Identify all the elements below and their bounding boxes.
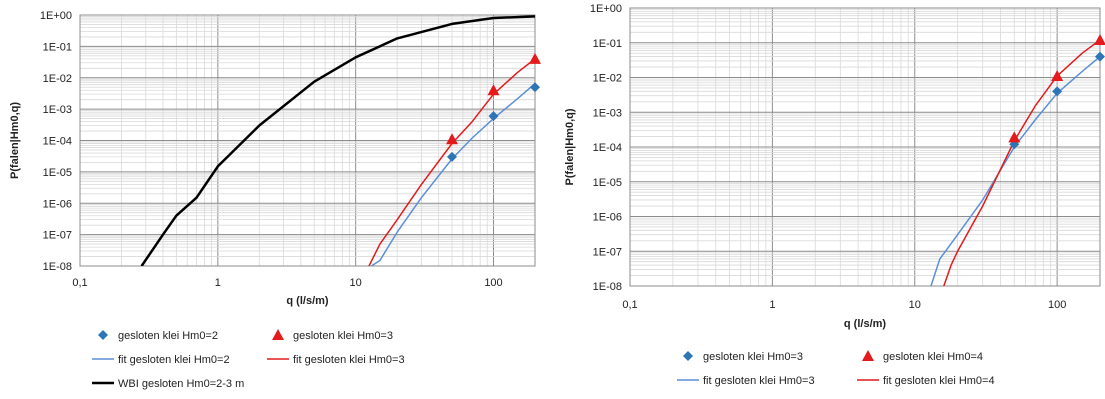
x-tick-label: 0,1 <box>622 299 637 311</box>
legend: gesloten klei Hm0=2 gesloten klei Hm0=3 fi… <box>92 329 405 390</box>
x-tick-label: 1 <box>769 299 775 311</box>
legend-label: gesloten klei Hm0=3 <box>703 351 803 363</box>
x-tick-label: 100 <box>484 277 502 289</box>
legend-marker-swatch <box>272 329 284 340</box>
series-line <box>140 15 535 266</box>
legend-label: fit gesloten klei Hm0=3 <box>293 354 405 366</box>
legend-label: gesloten klei Hm0=3 <box>293 330 393 342</box>
y-tick-label: 1E-08 <box>43 261 72 273</box>
y-tick-label: 1E-02 <box>593 73 622 85</box>
legend-item: fit gesloten klei Hm0=4 <box>857 375 995 387</box>
chart-right-svg: 1E-08 1E-07 1E-06 1E-05 1E-04 1E-03 1E-02 1E-01… <box>564 3 1105 387</box>
legend-item: gesloten klei Hm0=3 <box>272 329 393 342</box>
y-tick-label: 1E-07 <box>593 246 622 258</box>
legend-label: gesloten klei Hm0=2 <box>118 330 218 342</box>
diamond-marker <box>530 82 540 93</box>
diamond-marker <box>488 111 499 122</box>
chart-left-svg: 1E-08 1E-07 1E-06 1E-05 1E-04 1E-03 1E-02 1E-01… <box>9 10 541 390</box>
gridlines <box>79 14 536 267</box>
y-tick-label: 1E-07 <box>43 230 72 242</box>
chart-right: 1E-08 1E-07 1E-06 1E-05 1E-04 1E-03 1E-02 1E-01… <box>545 0 1105 399</box>
triangle-marker <box>1094 33 1105 45</box>
diamond-marker <box>447 151 458 162</box>
triangle-marker <box>1051 70 1064 82</box>
legend-label: fit gesloten klei Hm0=3 <box>703 375 815 387</box>
gridlines <box>629 7 1101 287</box>
legend-label: fit gesloten klei Hm0=4 <box>883 375 995 387</box>
marker-group <box>446 52 541 162</box>
triangle-marker <box>529 52 541 64</box>
y-tick-label: 1E+00 <box>40 10 72 22</box>
plot-area-border <box>79 14 536 267</box>
y-tick-label: 1E-06 <box>593 212 622 224</box>
x-tick-label: 0,1 <box>72 277 87 289</box>
series-group <box>930 39 1100 286</box>
y-tick-label: 1E-04 <box>593 142 622 154</box>
y-axis-title: P(falen|Hm0,q) <box>9 102 21 179</box>
legend-item: WBI gesloten Hm0=2-3 m <box>92 378 244 390</box>
x-tick-label: 1 <box>215 277 221 289</box>
y-tick-label: 1E-08 <box>593 281 622 293</box>
y-tick-label: 1E-02 <box>43 73 72 85</box>
legend-item: gesloten klei Hm0=3 <box>683 351 803 363</box>
series-group <box>140 15 535 266</box>
legend-marker-swatch <box>98 330 108 340</box>
y-tick-label: 1E-05 <box>593 177 622 189</box>
x-tick-label: 100 <box>1048 299 1066 311</box>
y-tick-label: 1E-03 <box>43 104 72 116</box>
plot-area-border <box>629 7 1101 287</box>
legend-item: gesloten klei Hm0=4 <box>862 350 983 363</box>
triangle-marker <box>446 133 459 145</box>
y-tick-label: 1E+00 <box>590 3 622 15</box>
legend-item: gesloten klei Hm0=2 <box>98 330 218 342</box>
diamond-marker <box>1095 51 1105 62</box>
legend-label: gesloten klei Hm0=4 <box>883 351 983 363</box>
x-tick-label: 10 <box>909 299 921 311</box>
legend-item: fit gesloten klei Hm0=3 <box>267 354 405 366</box>
y-tick-label: 1E-04 <box>43 136 72 148</box>
diamond-marker <box>1052 86 1063 97</box>
x-axis-title: q (l/s/m) <box>844 318 887 330</box>
legend-item: fit gesloten klei Hm0=3 <box>677 375 815 387</box>
y-axis-title: P(falen|Hm0,q) <box>564 108 576 185</box>
x-tick-label: 10 <box>350 277 362 289</box>
y-tick-label: 1E-06 <box>43 198 72 210</box>
legend-label: WBI gesloten Hm0=2-3 m <box>118 378 244 390</box>
chart-left: 1E-08 1E-07 1E-06 1E-05 1E-04 1E-03 1E-02 1E-01… <box>0 0 545 399</box>
triangle-marker <box>487 84 500 96</box>
legend-item: fit gesloten klei Hm0=2 <box>92 354 230 366</box>
legend-label: fit gesloten klei Hm0=2 <box>118 354 230 366</box>
x-axis-title: q (l/s/m) <box>286 295 329 307</box>
y-tick-label: 1E-05 <box>43 167 72 179</box>
legend-marker-swatch <box>683 351 693 361</box>
legend: gesloten klei Hm0=3 gesloten klei Hm0=4 fi… <box>677 350 995 387</box>
triangle-marker <box>1008 131 1021 143</box>
y-tick-label: 1E-01 <box>593 38 622 50</box>
y-tick-label: 1E-01 <box>43 41 72 53</box>
y-tick-label: 1E-03 <box>593 107 622 119</box>
marker-group <box>1008 33 1105 150</box>
legend-marker-swatch <box>862 350 874 361</box>
